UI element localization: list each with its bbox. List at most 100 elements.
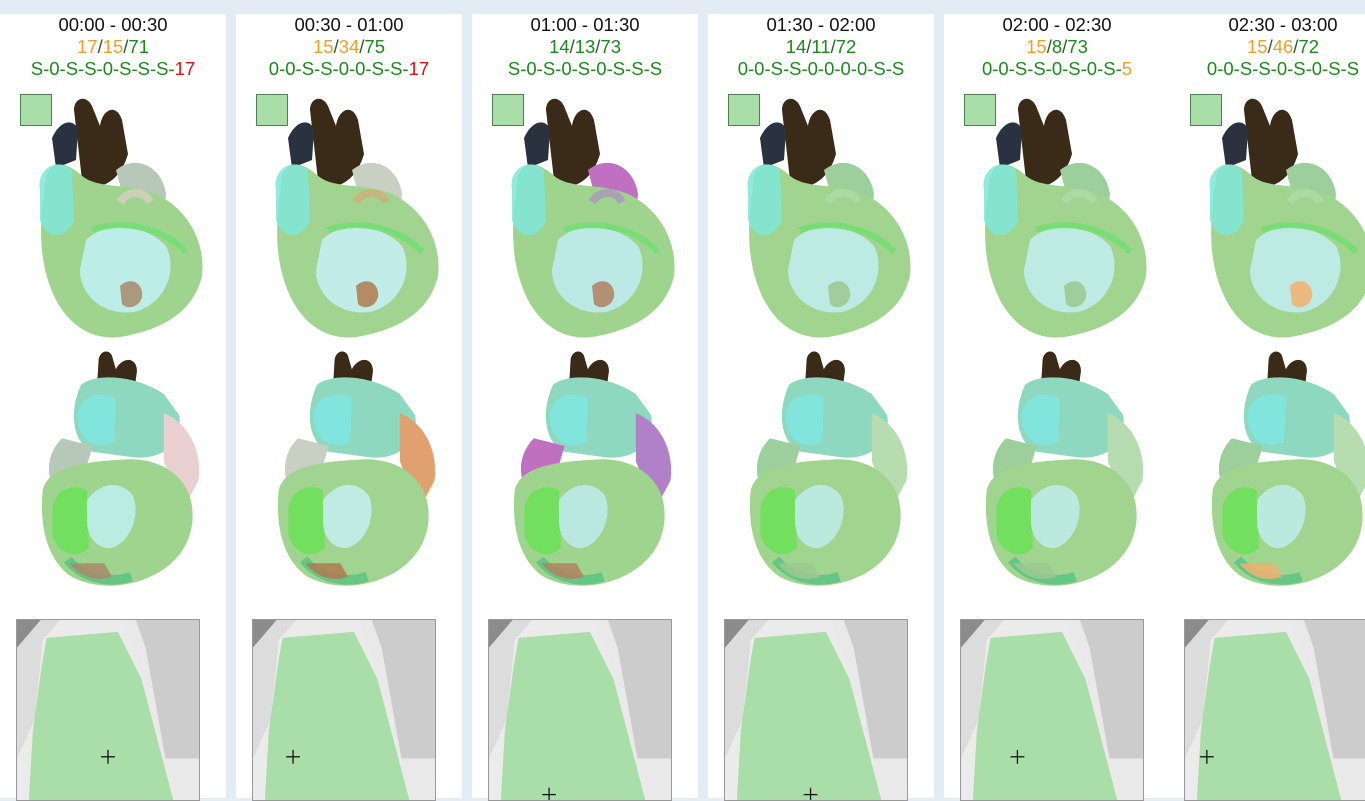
count-separator: /: [569, 36, 575, 57]
segment-sequence: 0-0-S-S-0-0-0-0-S-S: [708, 58, 934, 80]
score-counts: 15/46/72: [1170, 36, 1365, 58]
panel-header: 02:30 - 03:00 15/46/72 0-0-S-S-0-S-0-S-S: [1170, 14, 1365, 80]
time-window-panel-3[interactable]: 01:00 - 01:30 14/13/73 S-0-S-0-S-0-S-S-S: [472, 14, 698, 801]
legend-swatch[interactable]: [1190, 94, 1222, 126]
time-range-label: 02:30 - 03:00: [1228, 14, 1338, 35]
sequence-part: 5: [1121, 58, 1133, 79]
count-value: 72: [835, 36, 857, 57]
time-window-panel-1[interactable]: 00:00 - 00:30 17/15/71 S-0-S-S-0-S-S-S-1…: [0, 14, 226, 801]
time-range-label: 00:30 - 01:00: [294, 14, 404, 35]
heart-posterior-image: [749, 351, 908, 586]
legend-swatch[interactable]: [964, 94, 996, 126]
sequence-part: S-0-S-0-S-0-S-S-S: [507, 58, 663, 79]
count-separator: /: [595, 36, 601, 57]
count-value: 72: [1298, 36, 1319, 57]
sequence-part: 0-0-S-S-0-S-0-S-: [981, 58, 1122, 79]
heart-anterior-image: [983, 98, 1147, 338]
count-separator: /: [1267, 36, 1273, 57]
heart-posterior-view[interactable]: [960, 346, 1150, 596]
panel-header: 01:30 - 02:00 14/11/72 0-0-S-S-0-0-0-0-S…: [708, 14, 934, 80]
heart-posterior-view[interactable]: [724, 346, 914, 596]
sequence-part: 0-0-S-S-0-0-0-0-S-S: [737, 58, 905, 79]
count-value: 14: [785, 36, 807, 57]
time-range-label: 01:30 - 02:00: [766, 14, 876, 35]
region-map[interactable]: [960, 619, 1144, 801]
heart-posterior-view[interactable]: [488, 346, 678, 596]
count-value: 15: [102, 36, 124, 57]
heart-anterior-view[interactable]: [16, 90, 206, 350]
sequence-part: S-0-S-S-0-S-S-S-: [30, 58, 175, 79]
time-range-label: 00:00 - 00:30: [58, 14, 168, 35]
legend-swatch[interactable]: [20, 94, 52, 126]
heart-posterior-image: [985, 351, 1144, 586]
segment-sequence: 0-0-S-S-0-S-0-S-S: [1170, 58, 1365, 80]
count-value: 34: [338, 36, 360, 57]
count-value: 46: [1272, 36, 1294, 57]
count-value: 11: [811, 36, 831, 57]
count-value: 73: [600, 36, 621, 57]
score-counts: 17/15/71: [0, 36, 226, 58]
panel-header: 02:00 - 02:30 15/8/73 0-0-S-S-0-S-0-S-5: [944, 14, 1170, 80]
region-map[interactable]: [488, 619, 672, 801]
segment-sequence: 0-0-S-S-0-0-S-S-17: [236, 58, 462, 80]
heart-posterior-image: [1211, 351, 1365, 586]
count-separator: /: [1046, 36, 1052, 57]
heart-anterior-image: [275, 98, 439, 338]
segment-sequence: S-0-S-0-S-0-S-S-S: [472, 58, 698, 80]
count-value: 14: [548, 36, 570, 57]
heart-anterior-image: [1209, 98, 1365, 338]
time-range-label: 02:00 - 02:30: [1002, 14, 1112, 35]
count-value: 15: [312, 36, 334, 57]
count-value: 15: [1026, 36, 1047, 57]
panel-header: 00:00 - 00:30 17/15/71 S-0-S-S-0-S-S-S-1…: [0, 14, 226, 80]
segment-sequence: 0-0-S-S-0-S-0-S-5: [944, 58, 1170, 80]
region-map-image: [253, 620, 435, 800]
sequence-part: 17: [408, 58, 430, 79]
segment-sequence: S-0-S-S-0-S-S-S-17: [0, 58, 226, 80]
heart-anterior-view[interactable]: [1186, 90, 1365, 350]
region-map[interactable]: [252, 619, 436, 801]
heart-anterior-view[interactable]: [488, 90, 678, 350]
heart-anterior-image: [747, 98, 911, 338]
time-window-panel-5[interactable]: 02:00 - 02:30 15/8/73 0-0-S-S-0-S-0-S-5: [944, 14, 1170, 801]
heart-posterior-image: [513, 351, 672, 586]
heart-anterior-view[interactable]: [252, 90, 442, 350]
time-window-panel-2[interactable]: 00:30 - 01:00 15/34/75 0-0-S-S-0-0-S-S-1…: [236, 14, 462, 801]
sequence-part: 17: [174, 58, 196, 79]
count-separator: /: [123, 36, 129, 57]
heart-posterior-view[interactable]: [16, 346, 206, 596]
legend-swatch[interactable]: [256, 94, 288, 126]
heart-anterior-view[interactable]: [960, 90, 1150, 350]
score-counts: 15/8/73: [944, 36, 1170, 58]
region-map[interactable]: [724, 619, 908, 801]
count-value: 17: [76, 36, 98, 57]
time-window-panel-4[interactable]: 01:30 - 02:00 14/11/72 0-0-S-S-0-0-0-0-S…: [708, 14, 934, 801]
time-window-panel-6[interactable]: 02:30 - 03:00 15/46/72 0-0-S-S-0-S-0-S-S: [1170, 14, 1365, 801]
region-map[interactable]: [16, 619, 200, 801]
score-counts: 15/34/75: [236, 36, 462, 58]
time-range-label: 01:00 - 01:30: [530, 14, 640, 35]
count-separator: /: [1062, 36, 1068, 57]
legend-swatch[interactable]: [492, 94, 524, 126]
region-map-image: [961, 620, 1143, 800]
region-map-image: [725, 620, 907, 800]
count-separator: /: [830, 36, 836, 57]
legend-swatch[interactable]: [728, 94, 760, 126]
heart-posterior-image: [277, 351, 436, 586]
score-counts: 14/13/73: [472, 36, 698, 58]
count-value: 71: [128, 36, 149, 57]
count-value: 15: [1246, 36, 1268, 57]
heart-posterior-view[interactable]: [252, 346, 442, 596]
heart-posterior-view[interactable]: [1186, 346, 1365, 596]
region-map-image: [17, 620, 199, 800]
heart-anterior-view[interactable]: [724, 90, 914, 350]
heart-anterior-image: [511, 98, 675, 338]
sequence-part: 0-0-S-S-0-S-0-S-S: [1206, 58, 1360, 79]
panel-header: 01:00 - 01:30 14/13/73 S-0-S-0-S-0-S-S-S: [472, 14, 698, 80]
count-value: 13: [574, 36, 596, 57]
region-map[interactable]: [1184, 619, 1365, 801]
panel-header: 00:30 - 01:00 15/34/75 0-0-S-S-0-0-S-S-1…: [236, 14, 462, 80]
count-separator: /: [1293, 36, 1299, 57]
heart-posterior-image: [41, 351, 200, 586]
